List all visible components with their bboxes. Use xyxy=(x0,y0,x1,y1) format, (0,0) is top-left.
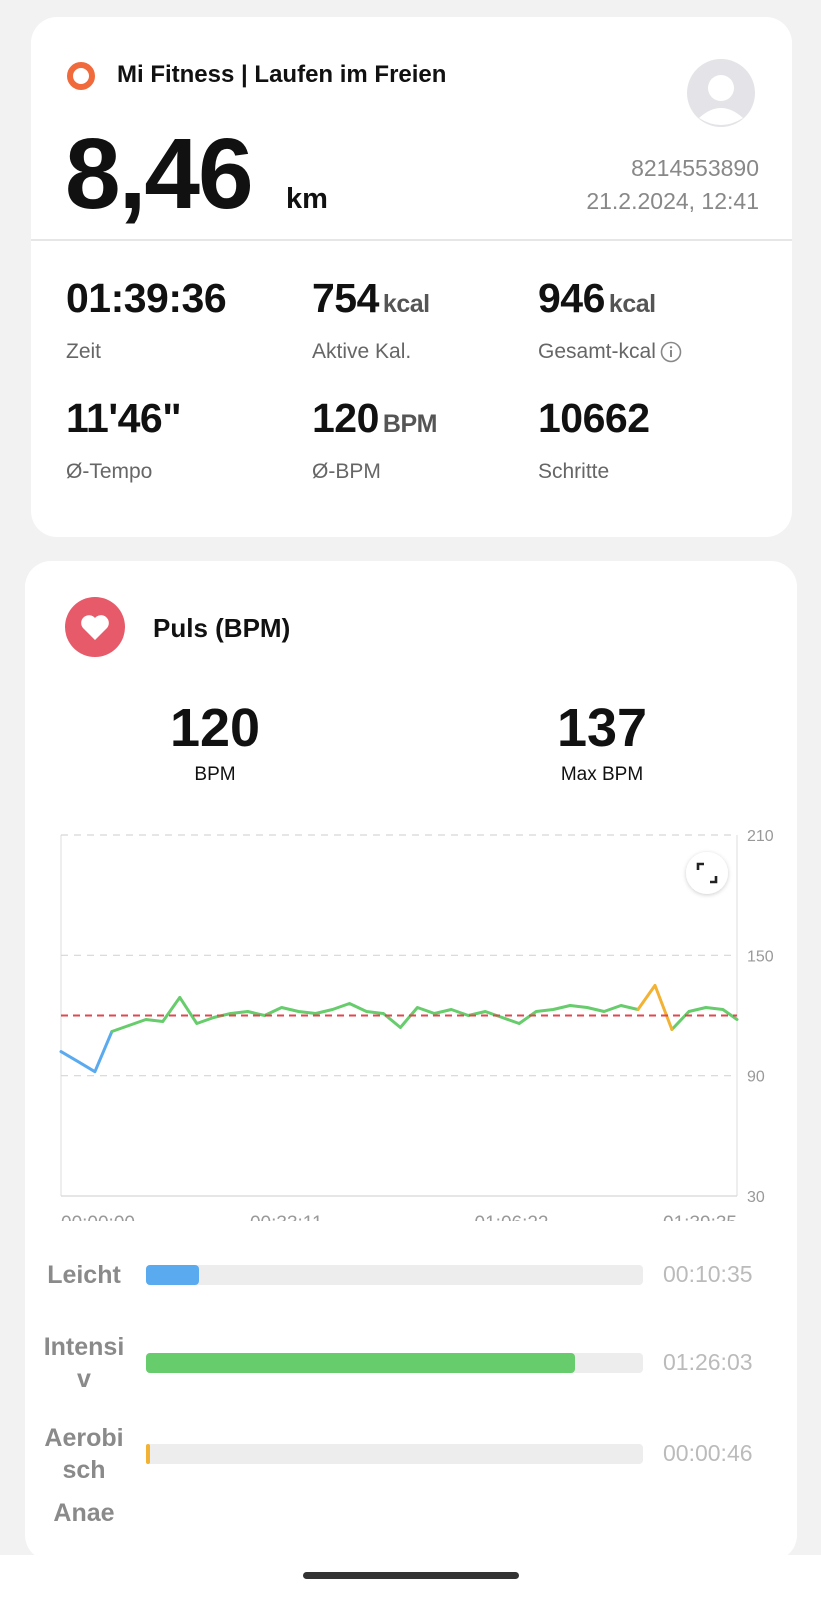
info-icon[interactable] xyxy=(660,341,682,363)
stat-value: 10662 xyxy=(538,395,650,442)
zone-bar xyxy=(146,1444,150,1464)
stat-number: 11'46" xyxy=(66,395,182,441)
stat-value: 946 kcal xyxy=(538,275,656,322)
stat-label: Zeit xyxy=(66,340,101,364)
stat-label-text: Schritte xyxy=(538,460,610,483)
divider xyxy=(31,239,792,241)
stat-value: 11'46" xyxy=(66,395,182,442)
stat-unit: BPM xyxy=(382,410,438,438)
zone-duration: 01:26:03 xyxy=(663,1349,753,1375)
y-tick-label: 210 xyxy=(747,828,774,845)
summary-label: Max BPM xyxy=(560,764,644,785)
distance: 8,46 xyxy=(65,118,254,230)
stat-unit: kcal xyxy=(382,290,430,318)
pulse-line xyxy=(110,995,739,1033)
stat-number: 946 xyxy=(538,275,605,321)
expand-icon xyxy=(696,862,718,884)
zone-bar xyxy=(146,1353,576,1373)
stat-value: 01:39:36 xyxy=(66,275,227,322)
stat-label: Ø-BPM xyxy=(312,460,381,484)
zone-duration: 00:10:35 xyxy=(663,1261,753,1287)
stat-label-text: Ø-Tempo xyxy=(66,460,153,483)
y-tick-label: 150 xyxy=(747,948,774,965)
stat-number: 754 xyxy=(312,275,379,321)
stat-label: Gesamt-kcal xyxy=(538,340,682,364)
stat-label-text: Zeit xyxy=(66,340,102,363)
zone-label: Leicht xyxy=(47,1261,121,1289)
x-tick-label: 00:33:11 xyxy=(250,1213,323,1221)
stat-label: Aktive Kal. xyxy=(312,340,411,364)
stat-label-text: Ø-BPM xyxy=(312,460,381,483)
app-title: Mi Fitness | Laufen im Freien xyxy=(117,61,447,88)
stat-label: Schritte xyxy=(538,460,609,484)
stat-unit: kcal xyxy=(608,290,656,318)
distance-unit: km xyxy=(286,183,328,215)
zone-track xyxy=(146,1265,643,1285)
app-icon xyxy=(67,62,95,90)
stat-number: 120 xyxy=(312,395,379,441)
zone-bar xyxy=(146,1265,199,1285)
stat-number: 01:39:36 xyxy=(66,275,227,321)
zone-track xyxy=(146,1444,643,1464)
user-id: 8214553890 xyxy=(631,155,759,181)
expand-button-bg xyxy=(686,852,728,894)
x-tick-label: 01:39:35 xyxy=(663,1213,737,1221)
pulse-line xyxy=(59,1030,114,1074)
pulse-chart: 30 90 150 210 00:00:00 00:33:11 01:06:22 01:39:… xyxy=(59,828,774,1221)
stat-label: Ø-Tempo xyxy=(66,460,152,484)
zone-label: Intensiv xyxy=(43,1333,125,1393)
y-tick-label: 30 xyxy=(747,1189,765,1206)
stat-label-text: Aktive Kal. xyxy=(312,340,412,363)
zones: Leicht 00:10:35 Intensiv 01:26:03 Aerobisch 0… xyxy=(25,561,797,1561)
zone-label: Aerobisch xyxy=(44,1424,124,1484)
stat-value: 120 BPM xyxy=(312,395,437,442)
home-indicator[interactable] xyxy=(303,1572,519,1579)
expand-button[interactable] xyxy=(686,852,728,894)
heart-icon xyxy=(65,597,125,657)
stats-grid: 01:39:36 Zeit 754 kcal Aktive Kal. 946 kcal Ges… xyxy=(31,17,792,537)
x-tick-label: 00:00:00 xyxy=(61,1213,135,1221)
avatar[interactable] xyxy=(686,58,756,128)
zone-label: Anae xyxy=(53,1499,115,1527)
summary-value: 137 xyxy=(556,698,648,758)
summary-value: 120 xyxy=(169,698,261,758)
x-tick-label: 01:06:22 xyxy=(475,1213,549,1221)
datetime: 21.2.2024, 12:41 xyxy=(586,188,759,214)
zone-duration: 00:00:46 xyxy=(663,1440,753,1466)
y-tick-label: 90 xyxy=(747,1069,765,1086)
stat-label-text: Gesamt-kcal xyxy=(538,340,656,363)
stat-number: 10662 xyxy=(538,395,650,441)
pulse-title: Puls (BPM) xyxy=(153,613,291,643)
workout-card: Mi Fitness | Laufen im Freien 8,46 km 82… xyxy=(31,17,792,537)
summary-label: BPM xyxy=(194,764,236,785)
stat-value: 754 kcal xyxy=(312,275,430,322)
pulse-card: Puls (BPM) 120 BPM 137 Max BPM 30 90 150 21… xyxy=(25,561,797,1561)
